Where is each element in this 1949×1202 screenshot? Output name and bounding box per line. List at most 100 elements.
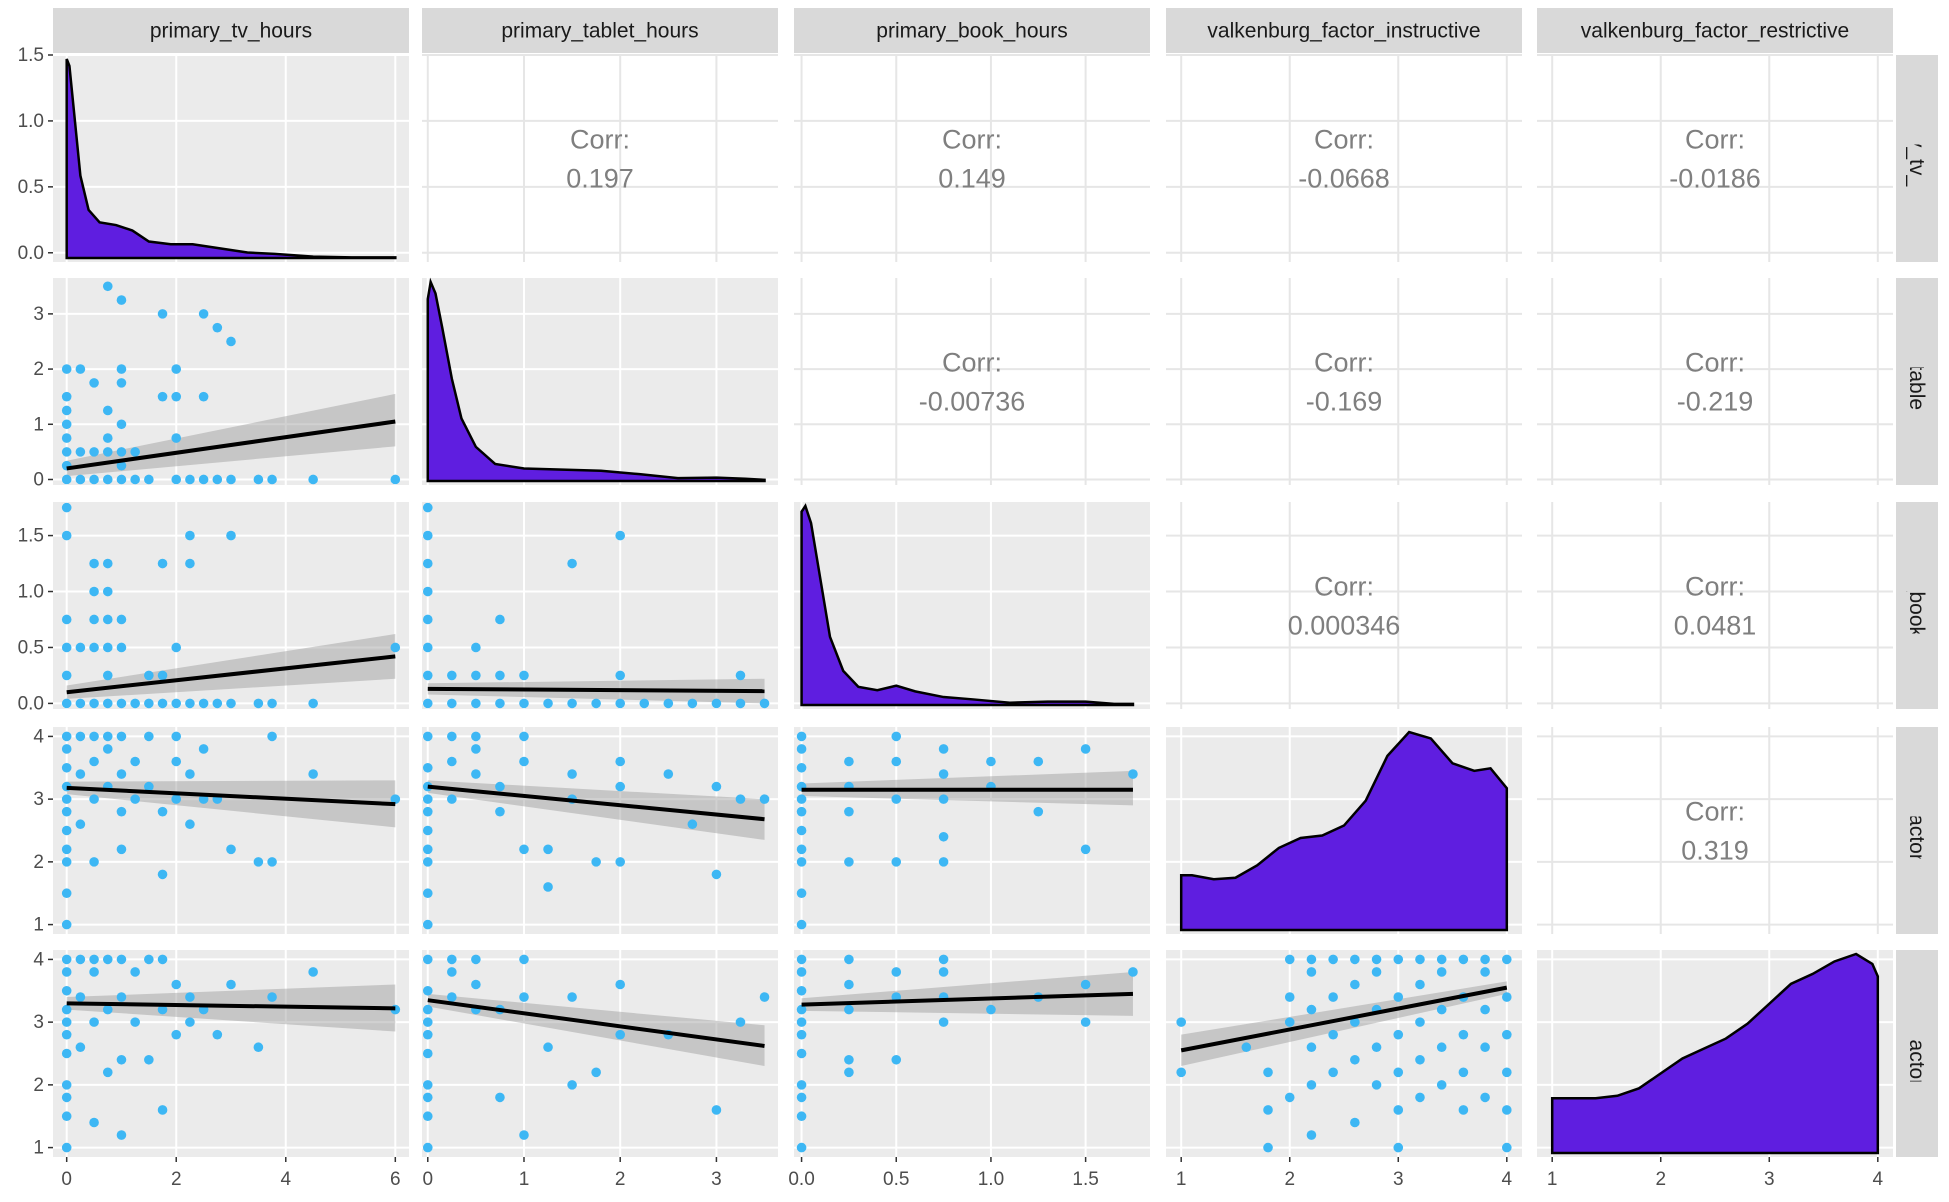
x-tick-label: 3 — [711, 1169, 722, 1190]
y-tick-label: 3 — [33, 789, 44, 810]
panel-background — [1166, 502, 1522, 709]
y-tick-label: 0 — [33, 469, 44, 490]
data-point — [390, 794, 401, 804]
panel — [794, 54, 1150, 262]
data-point — [796, 806, 807, 817]
data-point — [422, 1029, 433, 1040]
data-point — [144, 670, 154, 681]
data-point — [1371, 954, 1382, 965]
data-point — [519, 731, 529, 742]
data-point — [102, 954, 113, 965]
data-point — [422, 806, 433, 817]
data-point — [1306, 1042, 1317, 1053]
row-strip-label: valkenburg_factor_instructive — [1905, 694, 1928, 967]
data-point — [157, 1004, 168, 1015]
x-tick-label: 1.0 — [978, 1169, 1004, 1190]
data-point — [422, 1111, 433, 1122]
data-point — [102, 698, 113, 709]
panel — [1537, 727, 1893, 934]
row-strip — [1896, 727, 1938, 934]
data-point — [116, 474, 127, 485]
scatter-panel — [1176, 954, 1512, 1153]
regression-line — [427, 686, 765, 694]
data-point — [422, 857, 433, 867]
data-point — [615, 1029, 626, 1040]
panel-background — [422, 55, 778, 262]
data-point — [938, 794, 949, 804]
data-point — [116, 447, 127, 457]
data-point — [102, 744, 113, 754]
correlation-value: -0.0668 — [1298, 164, 1390, 194]
data-point — [171, 433, 182, 443]
data-point — [198, 698, 209, 709]
x-tick-label: 1.5 — [1072, 1169, 1098, 1190]
correlation-label: Corr: — [570, 125, 630, 155]
data-point — [61, 794, 72, 804]
y-tick-label: 2 — [33, 359, 44, 380]
data-point — [89, 447, 99, 457]
data-point — [1393, 992, 1404, 1002]
column-strip — [422, 8, 778, 53]
data-point — [471, 698, 481, 709]
data-point — [938, 857, 949, 867]
row-strip — [1896, 278, 1938, 485]
data-point — [1263, 1105, 1273, 1115]
data-point — [1371, 1080, 1382, 1090]
confidence-band — [66, 984, 396, 1032]
data-point — [1080, 979, 1091, 990]
data-point — [844, 857, 854, 867]
data-point — [61, 844, 72, 855]
x-tick-label: 0.5 — [883, 1169, 909, 1190]
data-point — [796, 762, 807, 773]
data-point — [422, 558, 433, 569]
x-tick-label: 1 — [1176, 1169, 1187, 1190]
data-point — [796, 954, 807, 965]
data-point — [1128, 769, 1138, 779]
data-point — [796, 1029, 807, 1040]
data-point — [422, 698, 433, 709]
y-tick-label: 4 — [33, 949, 44, 970]
data-point — [735, 670, 746, 681]
data-point — [61, 474, 72, 485]
data-point — [157, 869, 168, 880]
y-tick-label: 1 — [33, 1138, 44, 1159]
data-point — [844, 979, 854, 990]
data-point — [591, 1067, 601, 1078]
data-point — [89, 378, 99, 388]
correlation-label: Corr: — [942, 125, 1002, 155]
panel-background — [794, 55, 1150, 262]
data-point — [447, 756, 457, 767]
column-strip-label: primary_tablet_hours — [501, 20, 698, 43]
data-point — [212, 698, 223, 709]
data-point — [1033, 756, 1044, 767]
x-tick-label: 0.0 — [788, 1169, 814, 1190]
data-point — [89, 614, 99, 625]
data-point — [1415, 954, 1425, 965]
data-point — [1306, 954, 1317, 965]
data-point — [471, 642, 481, 653]
data-point — [89, 1117, 99, 1128]
data-point — [61, 967, 72, 977]
correlation-label: Corr: — [1314, 125, 1374, 155]
data-point — [1241, 1042, 1252, 1053]
panel-background — [1166, 55, 1522, 262]
data-point — [1458, 954, 1469, 965]
data-point — [495, 806, 505, 817]
data-point — [102, 670, 113, 681]
data-point — [61, 1092, 72, 1103]
correlation-label: Corr: — [942, 348, 1002, 378]
data-point — [1350, 1017, 1360, 1027]
data-point — [1033, 806, 1044, 817]
correlation-value: -0.0186 — [1669, 164, 1761, 194]
data-point — [1306, 1130, 1317, 1140]
data-point — [796, 1111, 807, 1122]
data-point — [61, 405, 72, 416]
scatter-panel — [422, 731, 770, 930]
data-point — [116, 419, 127, 430]
data-point — [615, 530, 626, 541]
data-point — [198, 309, 209, 319]
row-strip-label: valkenburg_factor_restrictive — [1905, 919, 1928, 1187]
panel — [1166, 502, 1522, 709]
data-point — [422, 825, 433, 836]
x-tick-label: 0 — [422, 1169, 433, 1190]
